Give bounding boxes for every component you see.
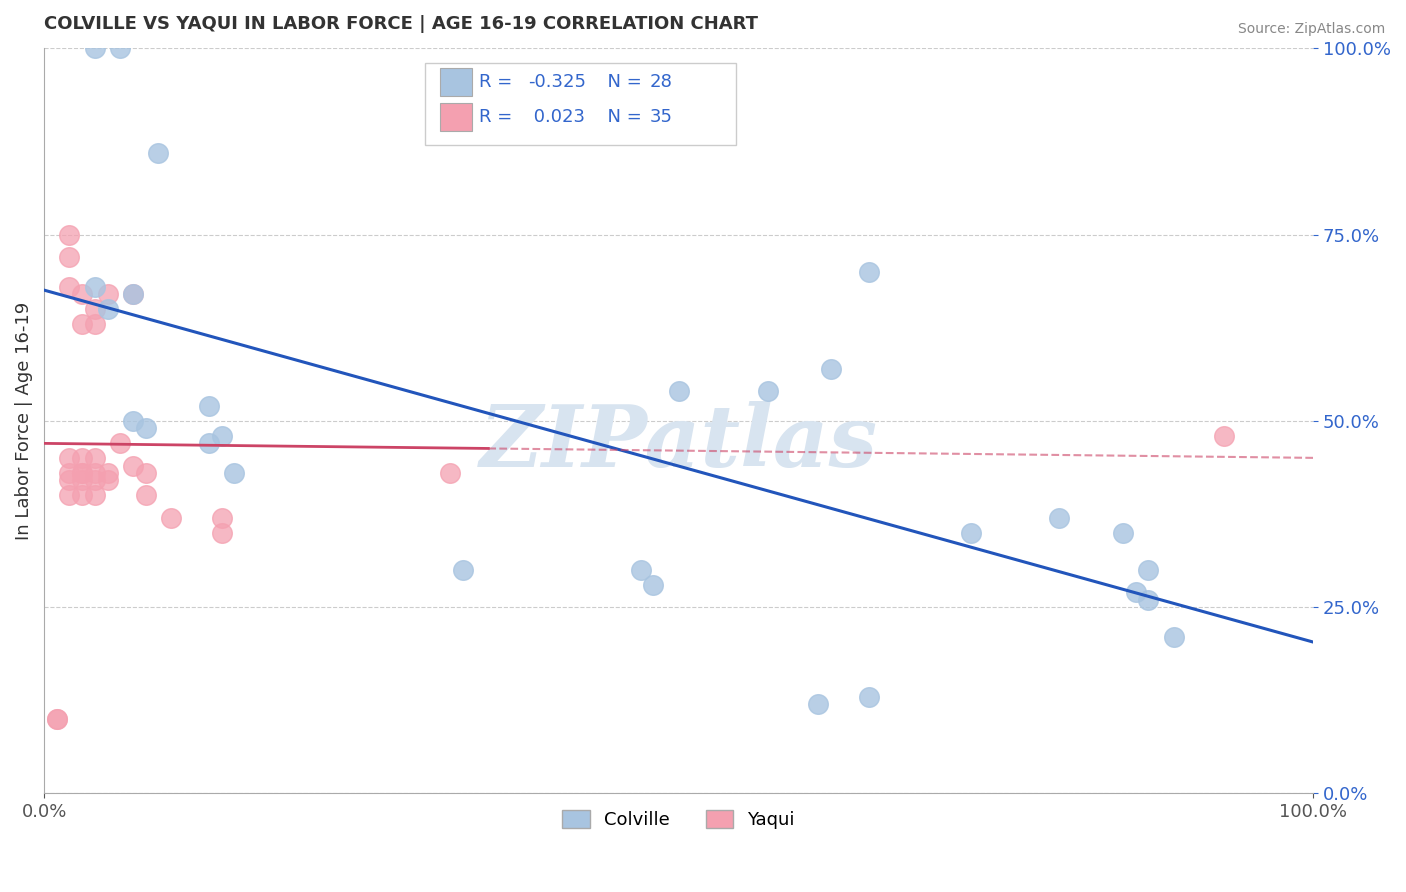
Y-axis label: In Labor Force | Age 16-19: In Labor Force | Age 16-19 bbox=[15, 301, 32, 540]
Point bbox=[45, 712, 67, 726]
Point bbox=[97, 474, 120, 488]
Text: N =: N = bbox=[596, 73, 648, 91]
Point bbox=[70, 474, 93, 488]
Text: Source: ZipAtlas.com: Source: ZipAtlas.com bbox=[1237, 22, 1385, 37]
Point bbox=[630, 563, 652, 577]
Point bbox=[97, 287, 120, 301]
Legend: Colville, Yaqui: Colville, Yaqui bbox=[555, 803, 803, 837]
Point bbox=[820, 361, 842, 376]
Point bbox=[807, 697, 830, 711]
Point bbox=[110, 41, 132, 55]
Point bbox=[122, 414, 145, 428]
FancyBboxPatch shape bbox=[425, 62, 735, 145]
Point bbox=[83, 488, 105, 502]
Point bbox=[58, 280, 80, 294]
Point bbox=[858, 265, 880, 279]
Text: COLVILLE VS YAQUI IN LABOR FORCE | AGE 16-19 CORRELATION CHART: COLVILLE VS YAQUI IN LABOR FORCE | AGE 1… bbox=[44, 15, 758, 33]
Point bbox=[83, 41, 105, 55]
Point bbox=[58, 227, 80, 242]
Point bbox=[45, 712, 67, 726]
Point bbox=[1163, 630, 1185, 644]
Text: R =: R = bbox=[479, 108, 519, 126]
Point bbox=[224, 466, 246, 480]
Point bbox=[668, 384, 690, 398]
Point bbox=[58, 488, 80, 502]
Point bbox=[70, 287, 93, 301]
Point bbox=[135, 421, 157, 435]
Point bbox=[58, 466, 80, 480]
Point bbox=[1049, 510, 1071, 524]
Point bbox=[70, 488, 93, 502]
Point bbox=[83, 302, 105, 317]
Point bbox=[70, 466, 93, 480]
Point bbox=[198, 399, 221, 413]
Point bbox=[160, 510, 183, 524]
Point bbox=[148, 145, 170, 160]
Point bbox=[858, 690, 880, 704]
Point bbox=[135, 488, 157, 502]
Text: 0.023: 0.023 bbox=[527, 108, 585, 126]
Point bbox=[1213, 429, 1236, 443]
FancyBboxPatch shape bbox=[440, 103, 472, 131]
Point bbox=[122, 287, 145, 301]
Point bbox=[211, 429, 233, 443]
FancyBboxPatch shape bbox=[440, 68, 472, 96]
Point bbox=[451, 563, 474, 577]
Point bbox=[1137, 563, 1160, 577]
Point bbox=[1137, 592, 1160, 607]
Point bbox=[70, 317, 93, 331]
Text: R =: R = bbox=[479, 73, 519, 91]
Point bbox=[70, 466, 93, 480]
Point bbox=[110, 436, 132, 450]
Point bbox=[1125, 585, 1147, 599]
Point bbox=[643, 578, 665, 592]
Point bbox=[122, 287, 145, 301]
Point bbox=[83, 474, 105, 488]
Point bbox=[135, 466, 157, 480]
Text: ZIPatlas: ZIPatlas bbox=[479, 401, 877, 485]
Point bbox=[198, 436, 221, 450]
Point bbox=[756, 384, 779, 398]
Point bbox=[1112, 525, 1135, 540]
Point bbox=[83, 317, 105, 331]
Point bbox=[97, 466, 120, 480]
Point bbox=[83, 466, 105, 480]
Point bbox=[58, 451, 80, 466]
Point bbox=[959, 525, 981, 540]
Point bbox=[83, 280, 105, 294]
Point bbox=[211, 525, 233, 540]
Point bbox=[58, 250, 80, 264]
Point bbox=[58, 474, 80, 488]
Point bbox=[97, 302, 120, 317]
Point bbox=[439, 466, 461, 480]
Point bbox=[83, 451, 105, 466]
Text: 28: 28 bbox=[650, 73, 672, 91]
Point bbox=[122, 458, 145, 473]
Point bbox=[70, 451, 93, 466]
Point bbox=[211, 510, 233, 524]
Text: -0.325: -0.325 bbox=[527, 73, 586, 91]
Text: N =: N = bbox=[596, 108, 648, 126]
Text: 35: 35 bbox=[650, 108, 672, 126]
